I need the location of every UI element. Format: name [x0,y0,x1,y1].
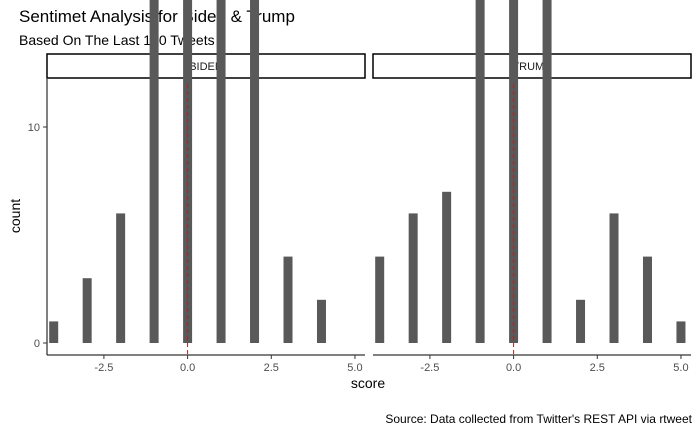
y-tick-label: 10 [28,122,40,134]
y-tick-label: 0 [34,338,40,350]
bar [642,256,652,343]
facet-strip [372,53,692,79]
x-axis-label: score [351,375,385,391]
bar [542,0,552,344]
bar [408,213,418,343]
facet-strip-label: TRUMP [512,61,551,73]
x-tick-label: -2.5 [94,362,113,374]
x-tick-label: 2.5 [590,362,605,374]
x-tick-label: 5.0 [673,362,688,374]
facet-panel-trump: TRUMP -2.5 0.0 2.5 5.0 [372,0,692,374]
chart-caption: Source: Data collected from Twitter's RE… [385,412,692,426]
bar [576,299,586,343]
x-tick-label: 0.0 [506,362,521,374]
x-tick-label: -2.5 [420,362,439,374]
plot-layer: 0102030BIDEN-2.50.02.55.0TRUMP-2.50.02.5… [28,0,692,374]
bar [475,0,485,343]
bar [216,0,226,343]
y-axis-label: count [7,199,23,233]
bar [676,321,686,343]
bar [283,256,293,343]
bar [442,191,452,343]
bar [316,299,326,343]
bar [609,213,619,343]
facet-strip [46,53,366,79]
bar [149,0,159,344]
facet-panel-biden: BIDEN -2.5 0.0 2.5 5.0 [46,0,366,374]
bar [49,321,59,343]
x-tick-label: 0.0 [180,362,195,374]
facet-strip-label: BIDEN [189,61,223,73]
x-tick-label: 2.5 [264,362,279,374]
chart-subtitle: Based On The Last 100 Tweets [19,32,215,48]
bar [375,256,385,343]
bar [250,0,260,344]
bar [116,213,126,343]
bar [82,278,92,343]
x-tick-label: 5.0 [347,362,362,374]
